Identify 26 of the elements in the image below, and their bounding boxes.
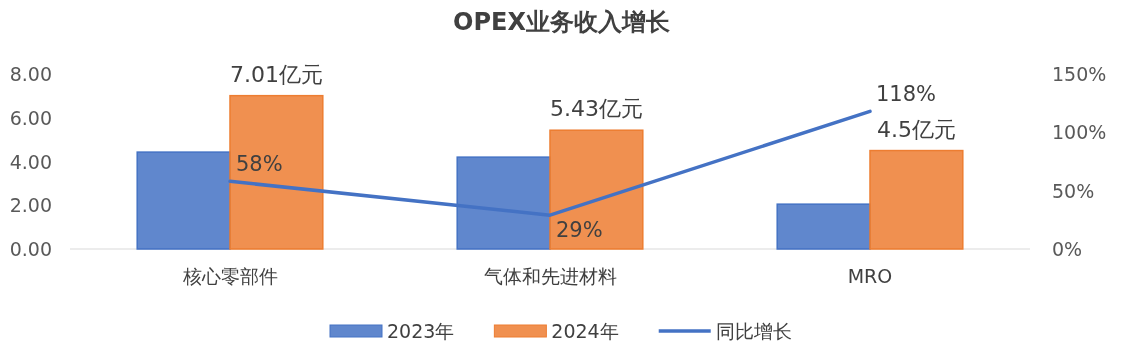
bar (776, 203, 871, 250)
y2-tick-label: 50% (1052, 179, 1095, 202)
data-label: 5.43亿元 (549, 96, 643, 122)
bar (869, 149, 964, 250)
x-tick-label: 核心零部件 (181, 265, 278, 287)
bar (549, 129, 644, 250)
y-tick-label: 4.00 (9, 150, 52, 173)
y-tick-label: 0.00 (9, 238, 52, 260)
y-tick-label: 8.00 (9, 63, 52, 85)
bar (229, 94, 324, 250)
data-label: 4.5亿元 (876, 116, 956, 142)
legend-label: 2023年 (387, 320, 455, 342)
y2-tick-label: 0% (1052, 238, 1083, 260)
x-tick-label: MRO (847, 265, 893, 287)
data-label: 7.01亿元 (229, 61, 323, 87)
data-label: 29% (556, 218, 603, 243)
y2-tick-label: 150% (1052, 63, 1107, 85)
chart-title: OPEX业务收入增长 (453, 8, 670, 36)
legend-label: 同比增长 (715, 320, 792, 342)
y2-tick-label: 100% (1052, 121, 1107, 144)
y-tick-label: 6.00 (9, 106, 52, 129)
data-label: 58% (236, 152, 283, 177)
x-tick-label: 气体和先进材料 (483, 265, 617, 287)
legend-label: 2024年 (551, 320, 619, 342)
y-tick-label: 2.00 (9, 194, 52, 217)
data-label: 118% (876, 82, 937, 107)
